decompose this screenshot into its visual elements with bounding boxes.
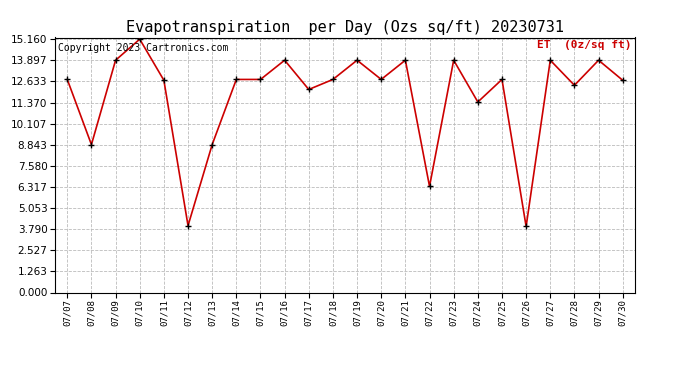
- Title: Evapotranspiration  per Day (Ozs sq/ft) 20230731: Evapotranspiration per Day (Ozs sq/ft) 2…: [126, 20, 564, 35]
- Text: ET  (0z/sq ft): ET (0z/sq ft): [538, 40, 632, 50]
- Text: Copyright 2023 Cartronics.com: Copyright 2023 Cartronics.com: [58, 43, 228, 52]
